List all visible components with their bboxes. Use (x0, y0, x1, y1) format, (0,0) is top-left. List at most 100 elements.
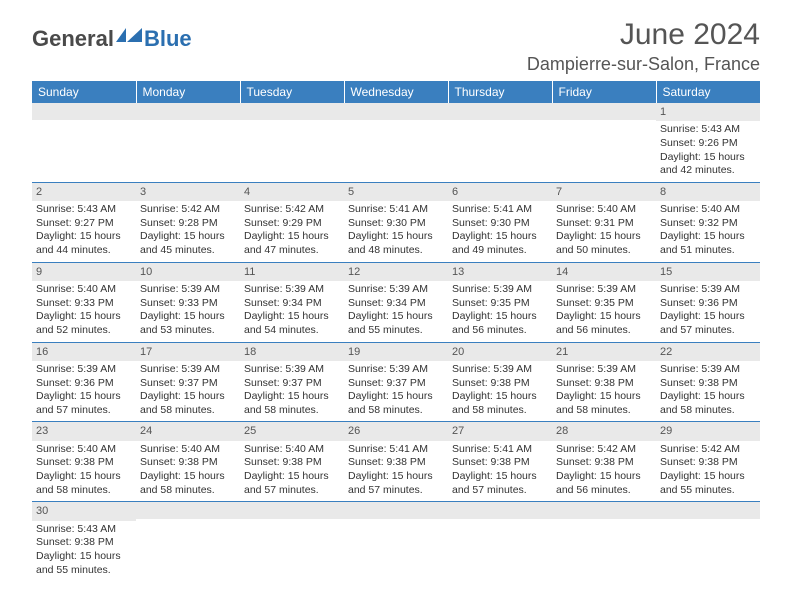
sunrise-text: Sunrise: 5:39 AM (660, 363, 756, 377)
daylight-text: Daylight: 15 hours and 44 minutes. (36, 230, 132, 257)
sunrise-text: Sunrise: 5:40 AM (556, 203, 652, 217)
day-content: Sunrise: 5:39 AMSunset: 9:35 PMDaylight:… (552, 281, 656, 342)
sunset-text: Sunset: 9:32 PM (660, 217, 756, 231)
sunrise-text: Sunrise: 5:39 AM (556, 283, 652, 297)
sunrise-text: Sunrise: 5:40 AM (36, 283, 132, 297)
sunrise-text: Sunrise: 5:39 AM (244, 283, 340, 297)
sunset-text: Sunset: 9:31 PM (556, 217, 652, 231)
day-content: Sunrise: 5:39 AMSunset: 9:37 PMDaylight:… (136, 361, 240, 422)
sunrise-text: Sunrise: 5:39 AM (452, 363, 548, 377)
day-content (240, 120, 344, 178)
calendar-week-row: 9Sunrise: 5:40 AMSunset: 9:33 PMDaylight… (32, 262, 760, 342)
sunset-text: Sunset: 9:38 PM (244, 456, 340, 470)
day-content: Sunrise: 5:39 AMSunset: 9:38 PMDaylight:… (656, 361, 760, 422)
sunrise-text: Sunrise: 5:39 AM (244, 363, 340, 377)
sunset-text: Sunset: 9:28 PM (140, 217, 236, 231)
calendar-cell: 28Sunrise: 5:42 AMSunset: 9:38 PMDayligh… (552, 422, 656, 502)
sunrise-text: Sunrise: 5:43 AM (36, 203, 132, 217)
calendar-cell: 12Sunrise: 5:39 AMSunset: 9:34 PMDayligh… (344, 262, 448, 342)
sunset-text: Sunset: 9:38 PM (556, 456, 652, 470)
day-number: 8 (656, 183, 760, 201)
sunset-text: Sunset: 9:38 PM (140, 456, 236, 470)
brand-logo: General Blue (32, 18, 192, 52)
calendar-cell (32, 103, 136, 182)
day-number: 21 (552, 343, 656, 361)
day-content: Sunrise: 5:40 AMSunset: 9:38 PMDaylight:… (240, 441, 344, 502)
calendar-cell (136, 502, 240, 581)
sunset-text: Sunset: 9:34 PM (244, 297, 340, 311)
weekday-header: Monday (136, 81, 240, 103)
sunrise-text: Sunrise: 5:39 AM (348, 363, 444, 377)
daylight-text: Daylight: 15 hours and 57 minutes. (348, 470, 444, 497)
calendar-cell: 18Sunrise: 5:39 AMSunset: 9:37 PMDayligh… (240, 342, 344, 422)
day-number: 19 (344, 343, 448, 361)
calendar-cell: 6Sunrise: 5:41 AMSunset: 9:30 PMDaylight… (448, 182, 552, 262)
weekday-header: Sunday (32, 81, 136, 103)
sunrise-text: Sunrise: 5:41 AM (348, 203, 444, 217)
daylight-text: Daylight: 15 hours and 56 minutes. (556, 310, 652, 337)
day-content: Sunrise: 5:42 AMSunset: 9:38 PMDaylight:… (552, 441, 656, 502)
daylight-text: Daylight: 15 hours and 55 minutes. (348, 310, 444, 337)
day-content: Sunrise: 5:39 AMSunset: 9:34 PMDaylight:… (240, 281, 344, 342)
daylight-text: Daylight: 15 hours and 58 minutes. (660, 390, 756, 417)
daylight-text: Daylight: 15 hours and 56 minutes. (452, 310, 548, 337)
day-content: Sunrise: 5:40 AMSunset: 9:33 PMDaylight:… (32, 281, 136, 342)
day-number: 5 (344, 183, 448, 201)
day-content: Sunrise: 5:39 AMSunset: 9:36 PMDaylight:… (656, 281, 760, 342)
sunset-text: Sunset: 9:38 PM (36, 536, 132, 550)
day-number: 9 (32, 263, 136, 281)
daylight-text: Daylight: 15 hours and 51 minutes. (660, 230, 756, 257)
day-content (240, 519, 344, 577)
daylight-text: Daylight: 15 hours and 58 minutes. (452, 390, 548, 417)
daylight-text: Daylight: 15 hours and 58 minutes. (140, 390, 236, 417)
day-number (32, 103, 136, 120)
calendar-cell: 23Sunrise: 5:40 AMSunset: 9:38 PMDayligh… (32, 422, 136, 502)
day-number (136, 103, 240, 120)
sunrise-text: Sunrise: 5:40 AM (36, 443, 132, 457)
daylight-text: Daylight: 15 hours and 57 minutes. (244, 470, 340, 497)
sunrise-text: Sunrise: 5:41 AM (452, 203, 548, 217)
day-number: 23 (32, 422, 136, 440)
page-title-month: June 2024 (527, 18, 760, 52)
day-number (448, 502, 552, 519)
day-number: 17 (136, 343, 240, 361)
day-content: Sunrise: 5:39 AMSunset: 9:33 PMDaylight:… (136, 281, 240, 342)
sunset-text: Sunset: 9:35 PM (556, 297, 652, 311)
day-content (344, 120, 448, 178)
calendar-cell: 8 Sunrise: 5:40 AMSunset: 9:32 PMDaylight… (656, 182, 760, 262)
sunrise-text: Sunrise: 5:42 AM (140, 203, 236, 217)
calendar-cell: 4Sunrise: 5:42 AMSunset: 9:29 PMDaylight… (240, 182, 344, 262)
daylight-text: Daylight: 15 hours and 58 minutes. (140, 470, 236, 497)
sunrise-text: Sunrise: 5:40 AM (660, 203, 756, 217)
sunset-text: Sunset: 9:38 PM (452, 377, 548, 391)
calendar-cell (552, 103, 656, 182)
daylight-text: Daylight: 15 hours and 47 minutes. (244, 230, 340, 257)
sunset-text: Sunset: 9:37 PM (348, 377, 444, 391)
day-number: 15 (656, 263, 760, 281)
day-content: Sunrise: 5:40 AMSunset: 9:38 PMDaylight:… (32, 441, 136, 502)
sunrise-text: Sunrise: 5:39 AM (452, 283, 548, 297)
day-number: 10 (136, 263, 240, 281)
day-content: Sunrise: 5:39 AMSunset: 9:35 PMDaylight:… (448, 281, 552, 342)
sunrise-text: Sunrise: 5:39 AM (140, 363, 236, 377)
day-number (448, 103, 552, 120)
day-content: Sunrise: 5:39 AMSunset: 9:38 PMDaylight:… (552, 361, 656, 422)
day-content: Sunrise: 5:39 AMSunset: 9:38 PMDaylight:… (448, 361, 552, 422)
daylight-text: Daylight: 15 hours and 48 minutes. (348, 230, 444, 257)
sunset-text: Sunset: 9:38 PM (36, 456, 132, 470)
calendar-cell: 24Sunrise: 5:40 AMSunset: 9:38 PMDayligh… (136, 422, 240, 502)
sunset-text: Sunset: 9:38 PM (660, 377, 756, 391)
day-number: 29 (656, 422, 760, 440)
calendar-cell: 3Sunrise: 5:42 AMSunset: 9:28 PMDaylight… (136, 182, 240, 262)
calendar-week-row: 30Sunrise: 5:43 AMSunset: 9:38 PMDayligh… (32, 502, 760, 581)
sunset-text: Sunset: 9:38 PM (556, 377, 652, 391)
day-content: Sunrise: 5:43 AMSunset: 9:26 PMDaylight:… (656, 121, 760, 182)
day-content (552, 519, 656, 577)
calendar-cell: 7Sunrise: 5:40 AMSunset: 9:31 PMDaylight… (552, 182, 656, 262)
page-title-location: Dampierre-sur-Salon, France (527, 54, 760, 75)
daylight-text: Daylight: 15 hours and 57 minutes. (36, 390, 132, 417)
sunset-text: Sunset: 9:35 PM (452, 297, 548, 311)
day-number: 22 (656, 343, 760, 361)
day-number: 26 (344, 422, 448, 440)
sunset-text: Sunset: 9:37 PM (140, 377, 236, 391)
